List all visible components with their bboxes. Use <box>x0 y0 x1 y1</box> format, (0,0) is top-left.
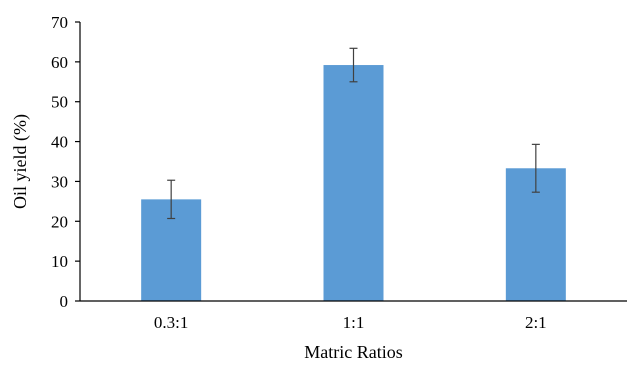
error-bar-0.3:1 <box>167 179 176 220</box>
x-axis-ticks: 0.3:1 1:1 2:1 <box>154 313 547 332</box>
y-tick-label: 60 <box>51 53 68 72</box>
y-axis-title: Oil yield (%) <box>10 114 31 209</box>
x-axis-title: Matric Ratios <box>304 342 402 362</box>
y-tick-label: 50 <box>51 93 68 112</box>
bar-1:1 <box>323 65 384 301</box>
y-tick-label: 70 <box>51 13 68 32</box>
y-axis-ticks: 0 10 20 30 40 50 60 70 <box>51 13 80 311</box>
y-tick-label: 20 <box>51 212 68 231</box>
x-tick-label: 2:1 <box>525 313 547 332</box>
y-tick-label: 0 <box>60 292 69 311</box>
error-bars <box>167 47 540 220</box>
bars <box>141 65 566 301</box>
y-tick-label: 10 <box>51 252 68 271</box>
x-tick-label: 0.3:1 <box>154 313 188 332</box>
error-bar-2:1 <box>531 143 540 193</box>
x-tick-label: 1:1 <box>343 313 365 332</box>
y-tick-label: 30 <box>51 172 68 191</box>
error-bar-1:1 <box>349 47 358 83</box>
y-tick-label: 40 <box>51 133 68 152</box>
